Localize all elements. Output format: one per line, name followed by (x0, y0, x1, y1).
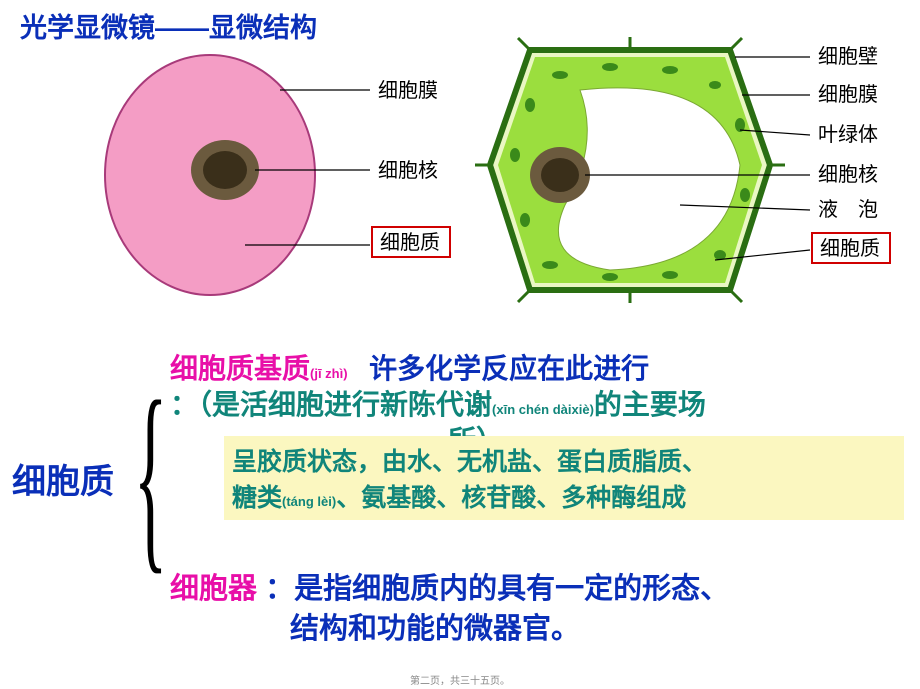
pc-label-vacuole: 液 泡 (818, 198, 878, 221)
cytoplasm-heading: 细胞质 (12, 460, 114, 506)
pc-label-cytoplasm: 细胞质 (820, 237, 880, 260)
ac-label-nucleus: 细胞核 (378, 159, 438, 182)
ac-label-cytoplasm: 细胞质 (380, 231, 440, 254)
diagrams-svg: 细胞膜 细胞核 细胞质 (0, 35, 920, 315)
pc-label-membrane: 细胞膜 (818, 83, 878, 106)
organelle-row: 细胞器 ：是指细胞质内的具有一定的形态、 (170, 570, 729, 609)
ac-label-membrane: 细胞膜 (378, 79, 438, 102)
organelle-row2: 结构和功能的微器官。 (290, 610, 580, 649)
pc-label-chloroplast: 叶绿体 (818, 123, 878, 146)
pc-label-nucleus: 细胞核 (818, 163, 878, 186)
cell-diagrams: 细胞膜 细胞核 细胞质 (0, 35, 920, 310)
pc-label-wall: 细胞壁 (818, 45, 878, 68)
page-footer: 第二页，共三十五页。 (0, 672, 920, 687)
brace-icon: { (134, 355, 168, 597)
jz-row2: ：（是活细胞进行新陈代谢(xīn chén dàixiè)的主要场 (170, 386, 706, 424)
composition-box: 呈胶质状态，由水、无机盐、蛋白质脂质、 糖类(táng lèi)、氨基酸、核苷酸… (224, 436, 904, 520)
plant-cell: 细胞壁 细胞膜 叶绿体 细胞核 液 泡 细胞质 (475, 37, 890, 303)
animal-cell: 细胞膜 细胞核 细胞质 (105, 55, 450, 295)
jz-row: 细胞质基质(jī zhì) 许多化学反应在此进行 (170, 350, 649, 388)
